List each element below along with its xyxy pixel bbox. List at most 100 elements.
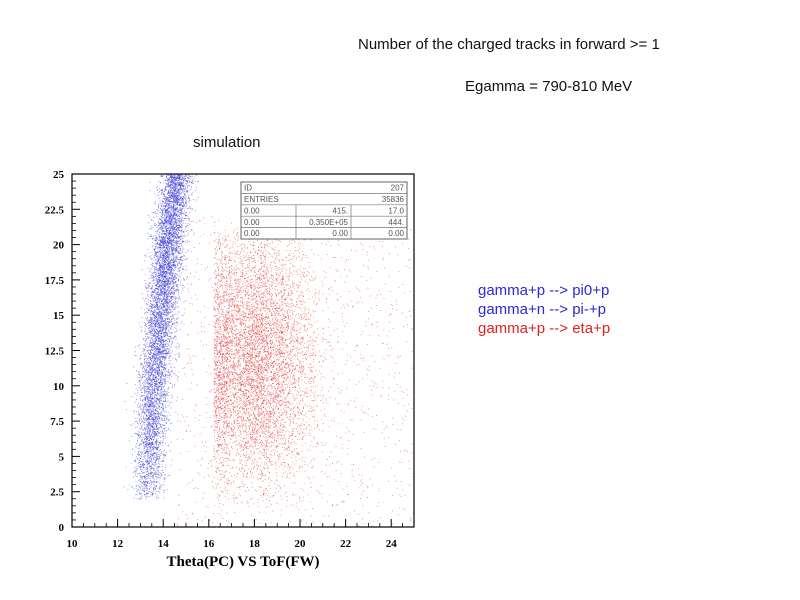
data-point	[169, 218, 171, 220]
data-point	[179, 258, 181, 260]
data-point	[156, 494, 158, 496]
data-point	[147, 374, 149, 376]
data-point	[142, 371, 144, 372]
data-point	[148, 412, 149, 414]
data-point	[140, 496, 142, 498]
data-point	[175, 202, 176, 204]
data-point	[148, 461, 150, 463]
data-point	[165, 355, 167, 357]
data-point	[151, 401, 153, 403]
data-point	[142, 432, 144, 434]
data-point	[147, 485, 148, 487]
data-point	[147, 398, 149, 400]
data-point	[153, 409, 155, 411]
data-point	[155, 212, 157, 214]
data-point	[179, 253, 181, 255]
data-point	[146, 304, 148, 305]
data-point	[176, 286, 177, 287]
data-point	[178, 252, 180, 254]
data-point	[180, 245, 182, 247]
data-point	[148, 488, 150, 490]
data-point	[152, 383, 153, 385]
data-point	[169, 292, 171, 294]
data-point	[142, 487, 144, 489]
data-point	[165, 302, 167, 304]
data-point	[166, 291, 167, 293]
data-point	[178, 175, 180, 177]
data-point	[149, 478, 151, 479]
data-point	[159, 403, 161, 405]
data-point	[146, 417, 148, 419]
data-point	[153, 482, 155, 484]
data-point	[149, 400, 151, 402]
data-point	[158, 206, 159, 207]
data-point	[165, 258, 166, 260]
data-point	[162, 321, 164, 322]
data-point	[156, 357, 158, 359]
data-point	[147, 426, 149, 428]
data-point	[146, 403, 148, 405]
data-point	[150, 460, 152, 462]
data-point	[148, 432, 150, 434]
data-point	[155, 401, 157, 402]
data-point	[164, 226, 166, 228]
data-point	[172, 190, 174, 192]
data-point	[164, 260, 166, 261]
data-point	[173, 186, 174, 187]
data-point	[157, 300, 159, 302]
data-point	[137, 404, 138, 406]
data-point	[178, 237, 180, 238]
data-point	[163, 335, 164, 337]
data-point	[156, 187, 157, 189]
data-point	[175, 328, 177, 330]
data-point	[173, 254, 175, 256]
data-point	[149, 321, 151, 323]
data-point	[150, 418, 152, 420]
data-point	[178, 204, 180, 205]
data-point	[168, 195, 170, 197]
data-point	[164, 222, 165, 223]
data-point	[153, 347, 154, 348]
data-point	[146, 451, 148, 452]
data-point	[167, 306, 169, 308]
data-point	[163, 401, 165, 403]
data-point	[175, 375, 177, 376]
data-point	[139, 493, 141, 494]
data-point	[153, 356, 154, 358]
data-point	[156, 314, 157, 316]
data-point	[154, 348, 155, 350]
data-point	[166, 333, 168, 335]
data-point	[182, 200, 184, 202]
data-point	[178, 354, 180, 356]
data-point	[164, 329, 166, 331]
data-point	[169, 273, 170, 275]
data-point	[157, 291, 159, 293]
data-point	[176, 192, 177, 194]
data-point	[135, 475, 137, 476]
data-point	[177, 256, 179, 258]
data-point	[177, 192, 179, 194]
data-point	[148, 426, 149, 428]
data-point	[154, 297, 156, 299]
data-point	[167, 232, 169, 234]
data-point	[159, 475, 161, 476]
data-point	[173, 278, 175, 280]
data-point	[134, 354, 136, 356]
data-point	[137, 489, 139, 490]
data-point	[169, 242, 171, 243]
data-point	[151, 348, 153, 350]
data-point	[140, 450, 142, 452]
data-point	[162, 347, 163, 349]
data-point	[154, 435, 156, 436]
data-point	[188, 178, 190, 179]
simulation-label: simulation	[193, 134, 261, 151]
data-point	[144, 455, 145, 457]
data-point	[158, 377, 160, 379]
data-point	[150, 380, 152, 381]
data-point	[143, 476, 144, 478]
data-point	[180, 207, 182, 209]
data-point	[158, 331, 160, 333]
data-point	[177, 212, 179, 214]
data-point	[157, 300, 159, 302]
data-point	[139, 418, 141, 420]
